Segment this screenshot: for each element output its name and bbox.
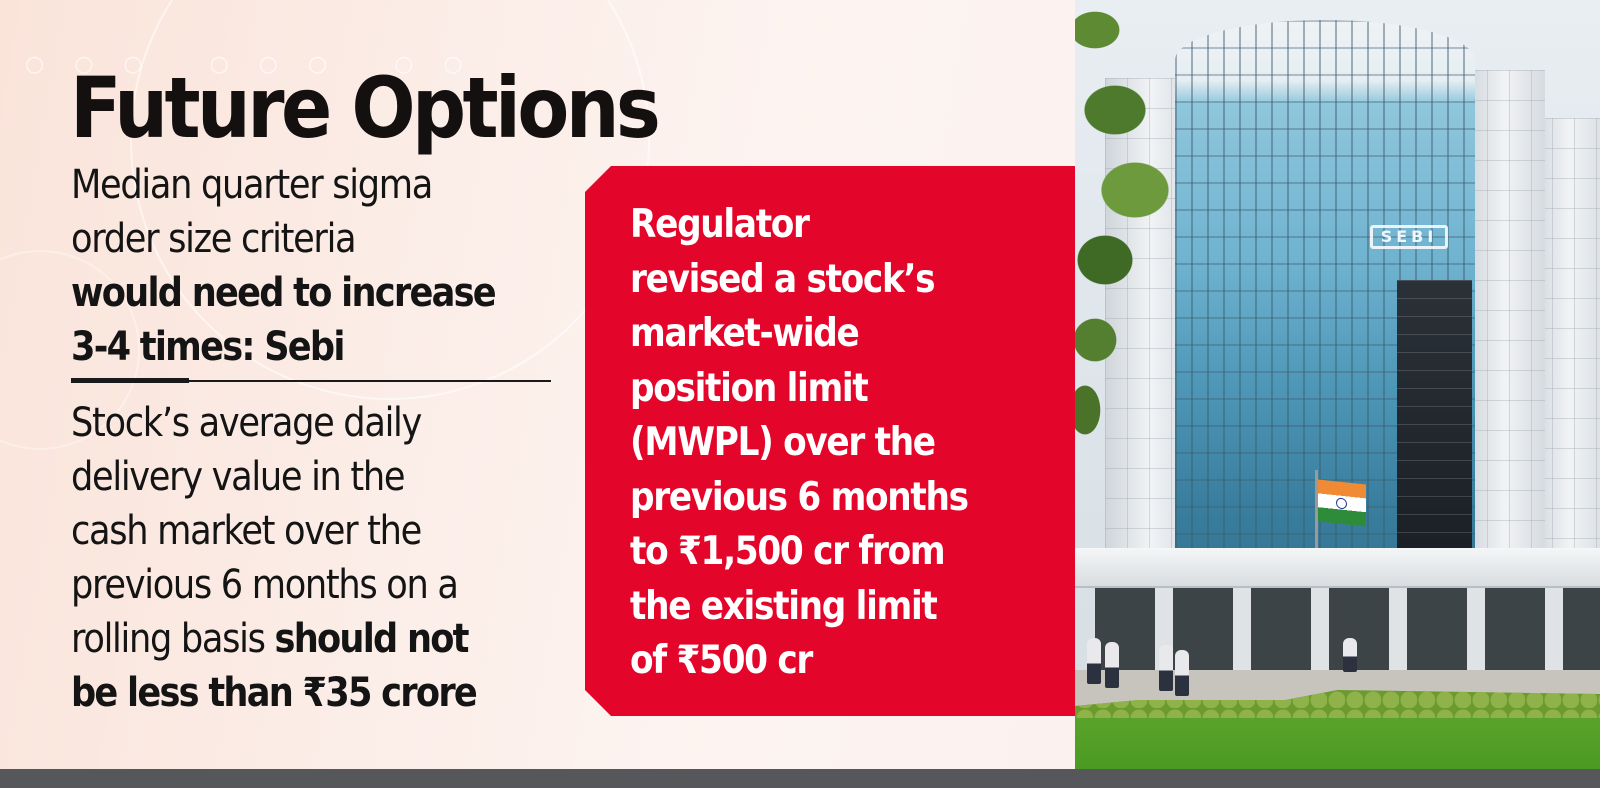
callout-line: previous 6 months — [630, 474, 968, 520]
point-line-bold: would need to increase — [71, 270, 497, 316]
divider-line — [189, 380, 551, 382]
callout-line: market-wide — [630, 311, 859, 356]
building-wing-right — [1465, 70, 1545, 630]
building-reflection — [1397, 280, 1472, 550]
decorative-dots: ○○○ ○○○ ○○ — [25, 52, 493, 77]
india-flag-icon — [1318, 479, 1366, 527]
point-line: cash market over the — [71, 508, 422, 554]
point-line: delivery value in the — [71, 454, 406, 500]
point-line-bold: 3-4 times: Sebi — [71, 324, 345, 370]
entrance-canopy — [1075, 548, 1600, 588]
callout-line: to ₹1,500 cr from — [630, 529, 945, 574]
callout-line: position limit — [630, 365, 868, 411]
callout-line: the existing limit — [630, 583, 937, 629]
callout-line: of ₹500 cr — [630, 638, 812, 683]
point-line: Stock’s average daily — [71, 400, 422, 446]
infographic-panel: ○○○ ○○○ ○○ Future Options Median quarter… — [0, 0, 1075, 769]
callout-line: Regulator — [630, 202, 809, 247]
point-line-bold: should not — [274, 616, 470, 662]
key-point-delivery-value: Stock’s average daily delivery value in … — [71, 396, 581, 720]
callout-line: revised a stock’s — [630, 256, 935, 302]
lawn — [1075, 718, 1600, 769]
point-line: previous 6 months on a — [71, 562, 459, 608]
person-figure — [1087, 638, 1101, 684]
bottom-bar — [0, 769, 1600, 788]
divider-accent — [71, 378, 189, 383]
red-callout-box: Regulator revised a stock’s market-wide … — [585, 166, 1075, 716]
point-line: rolling basis — [71, 616, 275, 662]
person-figure — [1159, 645, 1173, 691]
key-point-order-size: Median quarter sigma order size criteria… — [71, 158, 581, 374]
sebi-building-photo: SEBI — [1075, 0, 1600, 769]
person-figure — [1105, 642, 1119, 688]
point-line: Median quarter sigma — [71, 162, 433, 208]
person-figure — [1175, 650, 1189, 696]
point-line: order size criteria — [71, 216, 357, 262]
point-line-bold: be less than ₹35 crore — [71, 670, 478, 716]
tree-foliage — [1075, 0, 1195, 460]
callout-line: (MWPL) over the — [630, 420, 935, 465]
person-figure — [1343, 638, 1357, 672]
sebi-sign: SEBI — [1370, 225, 1448, 249]
page-title: Future Options — [70, 59, 661, 157]
callout-text: Regulator revised a stock’s market-wide … — [630, 198, 1035, 689]
